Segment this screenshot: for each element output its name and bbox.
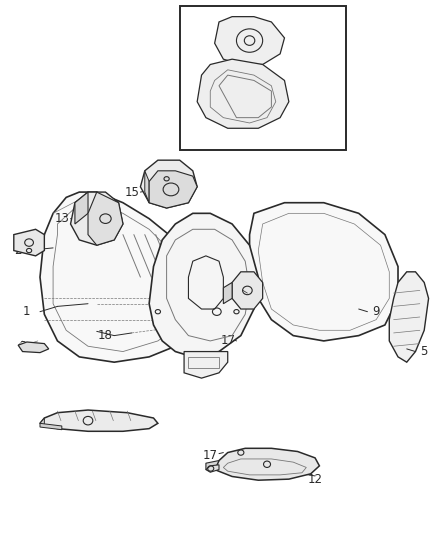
Polygon shape: [18, 342, 49, 353]
Polygon shape: [149, 213, 258, 357]
Text: 12: 12: [307, 473, 322, 486]
Polygon shape: [232, 272, 263, 309]
Text: 3: 3: [19, 340, 26, 353]
Text: 18: 18: [98, 329, 113, 342]
Text: 4: 4: [241, 289, 249, 302]
Polygon shape: [141, 160, 197, 208]
Polygon shape: [40, 410, 158, 431]
Polygon shape: [40, 192, 201, 362]
Polygon shape: [75, 192, 88, 224]
Polygon shape: [149, 171, 197, 208]
Text: 15: 15: [124, 185, 139, 199]
Text: 17: 17: [220, 334, 235, 348]
Polygon shape: [40, 423, 62, 430]
Text: 9: 9: [372, 305, 380, 318]
Polygon shape: [389, 272, 428, 362]
Polygon shape: [223, 282, 232, 304]
Text: 17: 17: [203, 449, 218, 462]
Polygon shape: [215, 17, 285, 64]
Text: 1: 1: [23, 305, 31, 318]
Polygon shape: [88, 192, 123, 245]
Text: 13: 13: [54, 212, 69, 225]
Text: 14: 14: [329, 114, 344, 127]
Text: 16: 16: [102, 411, 117, 424]
Polygon shape: [145, 171, 149, 203]
Polygon shape: [206, 461, 219, 470]
Polygon shape: [40, 418, 44, 426]
Polygon shape: [250, 203, 398, 341]
Polygon shape: [71, 192, 123, 245]
Text: 2: 2: [14, 244, 22, 257]
Bar: [180, 6, 346, 150]
Polygon shape: [206, 465, 219, 472]
Polygon shape: [215, 448, 319, 480]
Polygon shape: [184, 352, 228, 378]
Polygon shape: [14, 229, 44, 256]
Text: 5: 5: [420, 345, 428, 358]
Polygon shape: [197, 59, 289, 128]
